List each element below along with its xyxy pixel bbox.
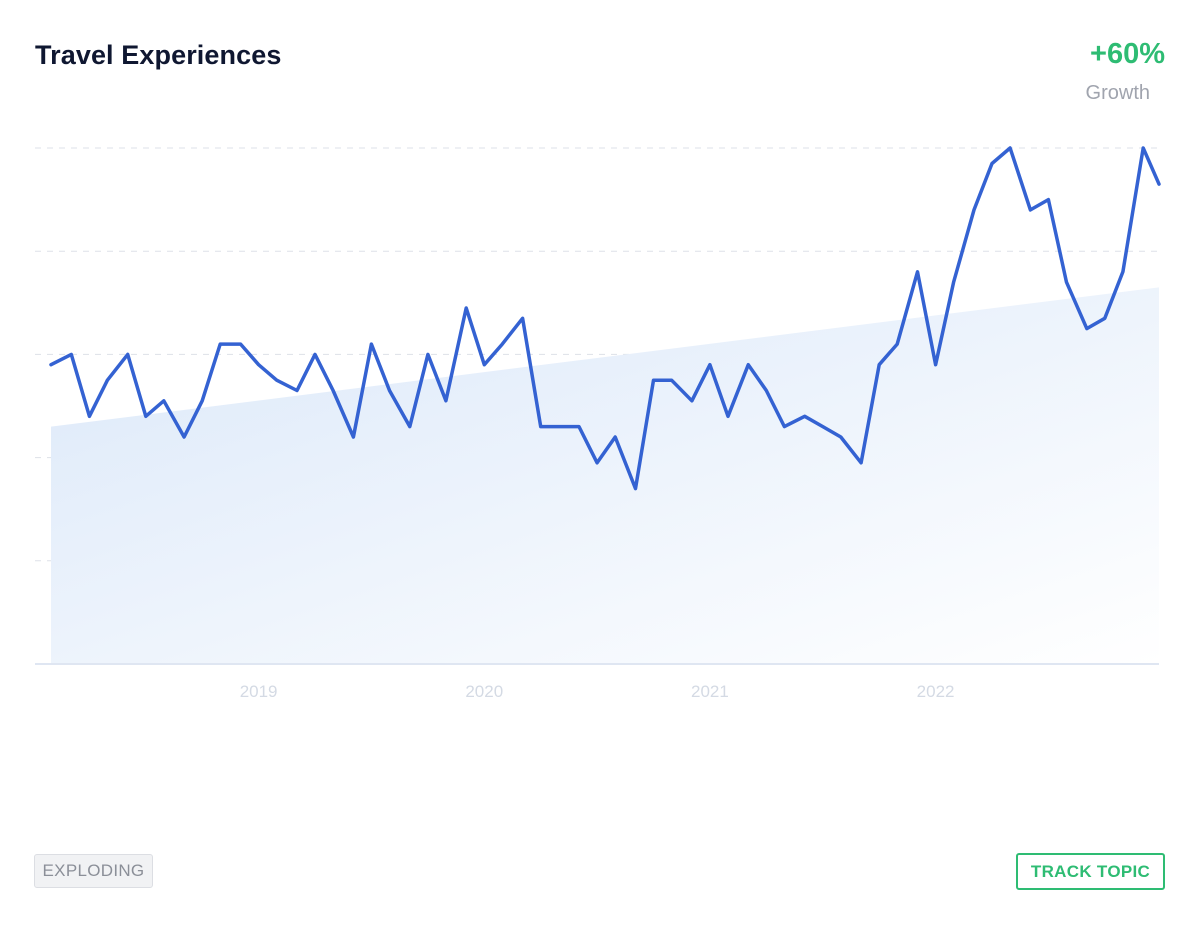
trend-area-shape bbox=[51, 287, 1159, 664]
trend-area bbox=[51, 287, 1159, 664]
growth-value: +60% bbox=[1090, 38, 1165, 70]
x-tick-label: 2020 bbox=[465, 682, 503, 701]
x-tick-label: 2019 bbox=[240, 682, 278, 701]
track-topic-button[interactable]: TRACK TOPIC bbox=[1016, 853, 1165, 890]
growth-label: Growth bbox=[1085, 82, 1150, 104]
x-tick-label: 2021 bbox=[691, 682, 729, 701]
x-tick-label: 2022 bbox=[917, 682, 955, 701]
x-tick-labels: 2019 2020 2021 2022 bbox=[240, 682, 955, 701]
status-badge: EXPLODING bbox=[34, 854, 153, 888]
page-title: Travel Experiences bbox=[35, 40, 282, 70]
series-line-path bbox=[49, 146, 1161, 491]
series-line bbox=[49, 146, 1161, 491]
